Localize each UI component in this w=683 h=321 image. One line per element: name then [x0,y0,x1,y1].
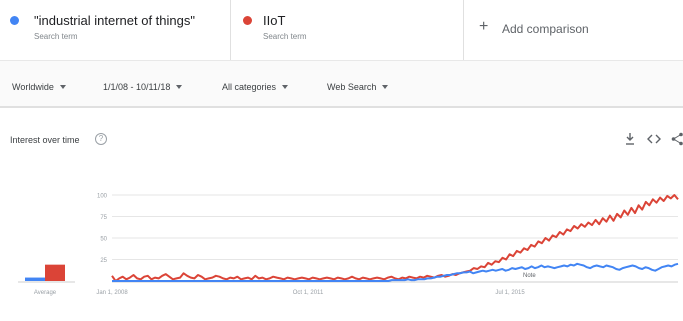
chevron-down-icon [382,85,389,89]
term-color-dot-1 [10,16,19,25]
search-term-name-2[interactable]: IIoT [263,13,286,28]
help-icon[interactable]: ? [95,133,107,145]
average-label: Average [34,290,57,296]
panel-title: Interest over time [10,135,80,145]
category-dropdown[interactable]: All categories [222,82,289,92]
chevron-down-icon [59,85,66,89]
average-bar [45,264,65,281]
embed-icon[interactable] [647,132,661,146]
note-marker: Note [523,273,536,279]
search-type-dropdown-label: Web Search [327,82,377,92]
term-color-dot-2 [243,16,252,25]
search-terms-bar: "industrial internet of things" Search t… [0,0,683,60]
series-line [111,194,679,282]
x-tick-label: Jul 1, 2015 [495,290,525,296]
search-term-card-1[interactable]: "industrial internet of things" Search t… [0,0,231,60]
search-term-subtitle-1: Search term [34,32,78,41]
search-type-dropdown[interactable]: Web Search [327,82,389,92]
region-dropdown-label: Worldwide [12,82,54,92]
add-comparison-label: Add comparison [502,22,589,36]
x-tick-label: Jan 1, 2008 [96,290,128,296]
search-term-card-2[interactable]: IIoT Search term [231,0,464,60]
series-line [112,262,679,282]
y-tick-label: 75 [100,215,107,221]
interest-over-time-chart: 25 50 75 100 Jan 1, 2008 Oct 1, 2011 Jul 1, 20… [18,194,679,296]
download-icon[interactable] [625,132,635,146]
date-range-dropdown-label: 1/1/08 - 10/11/18 [103,82,171,92]
region-dropdown[interactable]: Worldwide [12,82,66,92]
chevron-down-icon [176,85,183,89]
plus-icon: + [479,18,489,35]
add-comparison-button[interactable]: + Add comparison [464,0,683,60]
x-tick-label: Oct 1, 2011 [293,290,324,296]
search-term-subtitle-2: Search term [263,32,307,41]
chevron-down-icon [282,85,289,89]
share-icon[interactable] [671,132,683,146]
category-dropdown-label: All categories [222,82,277,92]
search-term-name-1[interactable]: "industrial internet of things" [34,13,195,28]
y-tick-label: 100 [97,194,108,200]
y-tick-label: 50 [100,237,107,243]
average-bar [25,277,45,281]
filter-bar: Worldwide 1/1/08 - 10/11/18 All categori… [0,60,683,108]
y-tick-label: 25 [100,258,107,264]
date-range-dropdown[interactable]: 1/1/08 - 10/11/18 [103,82,183,92]
